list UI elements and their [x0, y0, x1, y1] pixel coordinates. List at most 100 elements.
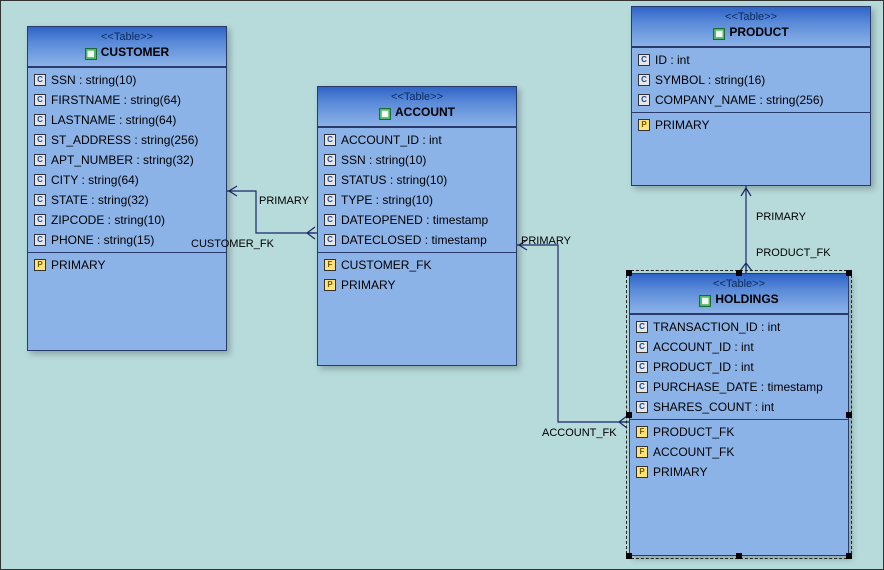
- column-label: LASTNAME : string(64): [51, 113, 176, 127]
- column-row[interactable]: CFIRSTNAME : string(64): [28, 90, 226, 110]
- column-row[interactable]: CSTATE : string(32): [28, 190, 226, 210]
- selection-handle[interactable]: [846, 553, 852, 559]
- column-label: SYMBOL : string(16): [655, 73, 765, 87]
- column-row[interactable]: CACCOUNT_ID : int: [630, 337, 848, 357]
- key-label: PRIMARY: [51, 258, 105, 272]
- column-row[interactable]: CDATEOPENED : timestamp: [318, 210, 516, 230]
- column-row[interactable]: CPURCHASE_DATE : timestamp: [630, 377, 848, 397]
- table-account[interactable]: <<Table>>▦ACCOUNTCACCOUNT_ID : intCSSN :…: [317, 86, 517, 366]
- table-customer[interactable]: <<Table>> ▦CUSTOMER CSSN : string(10)CFIRS…: [27, 26, 227, 351]
- column-icon: C: [324, 154, 336, 166]
- key-row[interactable]: PPRIMARY: [318, 275, 516, 295]
- column-row[interactable]: CACCOUNT_ID : int: [318, 130, 516, 150]
- column-icon: C: [34, 94, 46, 106]
- table-header[interactable]: <<Table>> ▦CUSTOMER: [28, 27, 226, 67]
- selection-handle[interactable]: [626, 412, 632, 418]
- key-label: PRIMARY: [341, 278, 395, 292]
- column-icon: C: [324, 194, 336, 206]
- keys-section: P PRIMARY: [632, 112, 870, 137]
- erd-canvas: <<Table>>▦CUSTOMERCSSN : string(10)CFIRS…: [0, 0, 884, 570]
- column-label: DATECLOSED : timestamp: [341, 233, 487, 247]
- key-row[interactable]: FCUSTOMER_FK: [318, 255, 516, 275]
- stereotype-label: <<Table>>: [638, 11, 864, 23]
- key-row[interactable]: FACCOUNT_FK: [630, 442, 848, 462]
- columns-section: CSSN : string(10)CFIRSTNAME : string(64)…: [28, 67, 226, 252]
- column-row[interactable]: CAPT_NUMBER : string(32): [28, 150, 226, 170]
- column-row[interactable]: CZIPCODE : string(10): [28, 210, 226, 230]
- selection-handle[interactable]: [846, 412, 852, 418]
- selection-handle[interactable]: [846, 270, 852, 276]
- column-row[interactable]: C SHARES_COUNT : int: [630, 397, 848, 417]
- column-row[interactable]: CSTATUS : string(10): [318, 170, 516, 190]
- column-label: ACCOUNT_ID : int: [341, 133, 442, 147]
- column-icon: C: [34, 134, 46, 146]
- column-row[interactable]: C PRODUCT_ID : int: [630, 357, 848, 377]
- column-icon: C: [34, 114, 46, 126]
- keys-section: P PRIMARY: [28, 252, 226, 277]
- column-icon: C: [324, 214, 336, 226]
- column-row[interactable]: CST_ADDRESS : string(256): [28, 130, 226, 150]
- table-title: ▦ HOLDINGS: [636, 292, 842, 307]
- selection-handle[interactable]: [736, 270, 742, 276]
- arrowhead-icon: [741, 188, 751, 196]
- connector-label: ACCOUNT_FK: [542, 427, 617, 439]
- table-holdings[interactable]: <<Table>>▦HOLDINGSCTRANSACTION_ID : intC…: [629, 273, 849, 556]
- column-label: PRODUCT_ID : int: [653, 360, 754, 374]
- table-header[interactable]: <<Table>>▦HOLDINGS: [630, 274, 848, 314]
- column-label: ACCOUNT_ID : int: [653, 340, 754, 354]
- table-icon: ▦: [713, 28, 725, 40]
- key-row[interactable]: P PRIMARY: [28, 255, 226, 275]
- key-row[interactable]: PPRIMARY: [630, 462, 848, 482]
- column-row[interactable]: C LASTNAME : string(64): [28, 110, 226, 130]
- table-title: ▦ ACCOUNT: [324, 105, 510, 120]
- key-label: PRIMARY: [655, 118, 709, 132]
- table-icon: ▦: [379, 108, 391, 120]
- table-header[interactable]: <<Table>>▦ACCOUNT: [318, 87, 516, 127]
- column-icon: C: [34, 174, 46, 186]
- columns-section: CID : intCSYMBOL : string(16)CCOMPANY_NA…: [632, 47, 870, 112]
- key-row[interactable]: P PRIMARY: [632, 115, 870, 135]
- column-label: SHARES_COUNT : int: [653, 400, 774, 414]
- column-row[interactable]: C DATECLOSED : timestamp: [318, 230, 516, 250]
- table-product[interactable]: <<Table>>▦PRODUCTCID : intCSYMBOL : stri…: [631, 6, 871, 186]
- pk-icon: P: [638, 119, 650, 131]
- column-icon: C: [324, 234, 336, 246]
- column-label: CITY : string(64): [51, 173, 139, 187]
- column-row[interactable]: C SYMBOL : string(16): [632, 70, 870, 90]
- column-label: STATUS : string(10): [341, 173, 447, 187]
- column-icon: C: [34, 154, 46, 166]
- fk-icon: F: [636, 426, 648, 438]
- table-icon: ▦: [699, 295, 711, 307]
- pk-icon: P: [636, 466, 648, 478]
- column-row[interactable]: CCOMPANY_NAME : string(256): [632, 90, 870, 110]
- column-row[interactable]: CTRANSACTION_ID : int: [630, 317, 848, 337]
- column-label: STATE : string(32): [51, 193, 149, 207]
- column-icon: C: [636, 401, 648, 413]
- column-row[interactable]: C CITY : string(64): [28, 170, 226, 190]
- fk-icon: F: [324, 259, 336, 271]
- connector-label: PRIMARY: [756, 211, 806, 223]
- table-title: ▦CUSTOMER: [34, 45, 220, 60]
- selection-handle[interactable]: [626, 553, 632, 559]
- column-row[interactable]: CID : int: [632, 50, 870, 70]
- stereotype-label: <<Table>>: [34, 31, 220, 43]
- table-title-text: HOLDINGS: [715, 292, 778, 306]
- connector-account-holdings[interactable]: [517, 245, 629, 422]
- column-icon: C: [636, 361, 648, 373]
- column-icon: C: [636, 321, 648, 333]
- column-icon: C: [638, 74, 650, 86]
- table-header[interactable]: <<Table>>▦PRODUCT: [632, 7, 870, 47]
- selection-handle[interactable]: [736, 553, 742, 559]
- crowfoot-icon: [307, 227, 315, 239]
- table-title-text: CUSTOMER: [101, 45, 169, 59]
- column-label: COMPANY_NAME : string(256): [655, 93, 824, 107]
- pk-icon: P: [34, 259, 46, 271]
- column-row[interactable]: CSSN : string(10): [28, 70, 226, 90]
- selection-handle[interactable]: [626, 270, 632, 276]
- column-row[interactable]: CTYPE : string(10): [318, 190, 516, 210]
- key-row[interactable]: FPRODUCT_FK: [630, 422, 848, 442]
- table-title-text: ACCOUNT: [395, 105, 455, 119]
- column-icon: C: [638, 54, 650, 66]
- columns-section: CTRANSACTION_ID : intCACCOUNT_ID : intCP…: [630, 314, 848, 419]
- column-row[interactable]: CSSN : string(10): [318, 150, 516, 170]
